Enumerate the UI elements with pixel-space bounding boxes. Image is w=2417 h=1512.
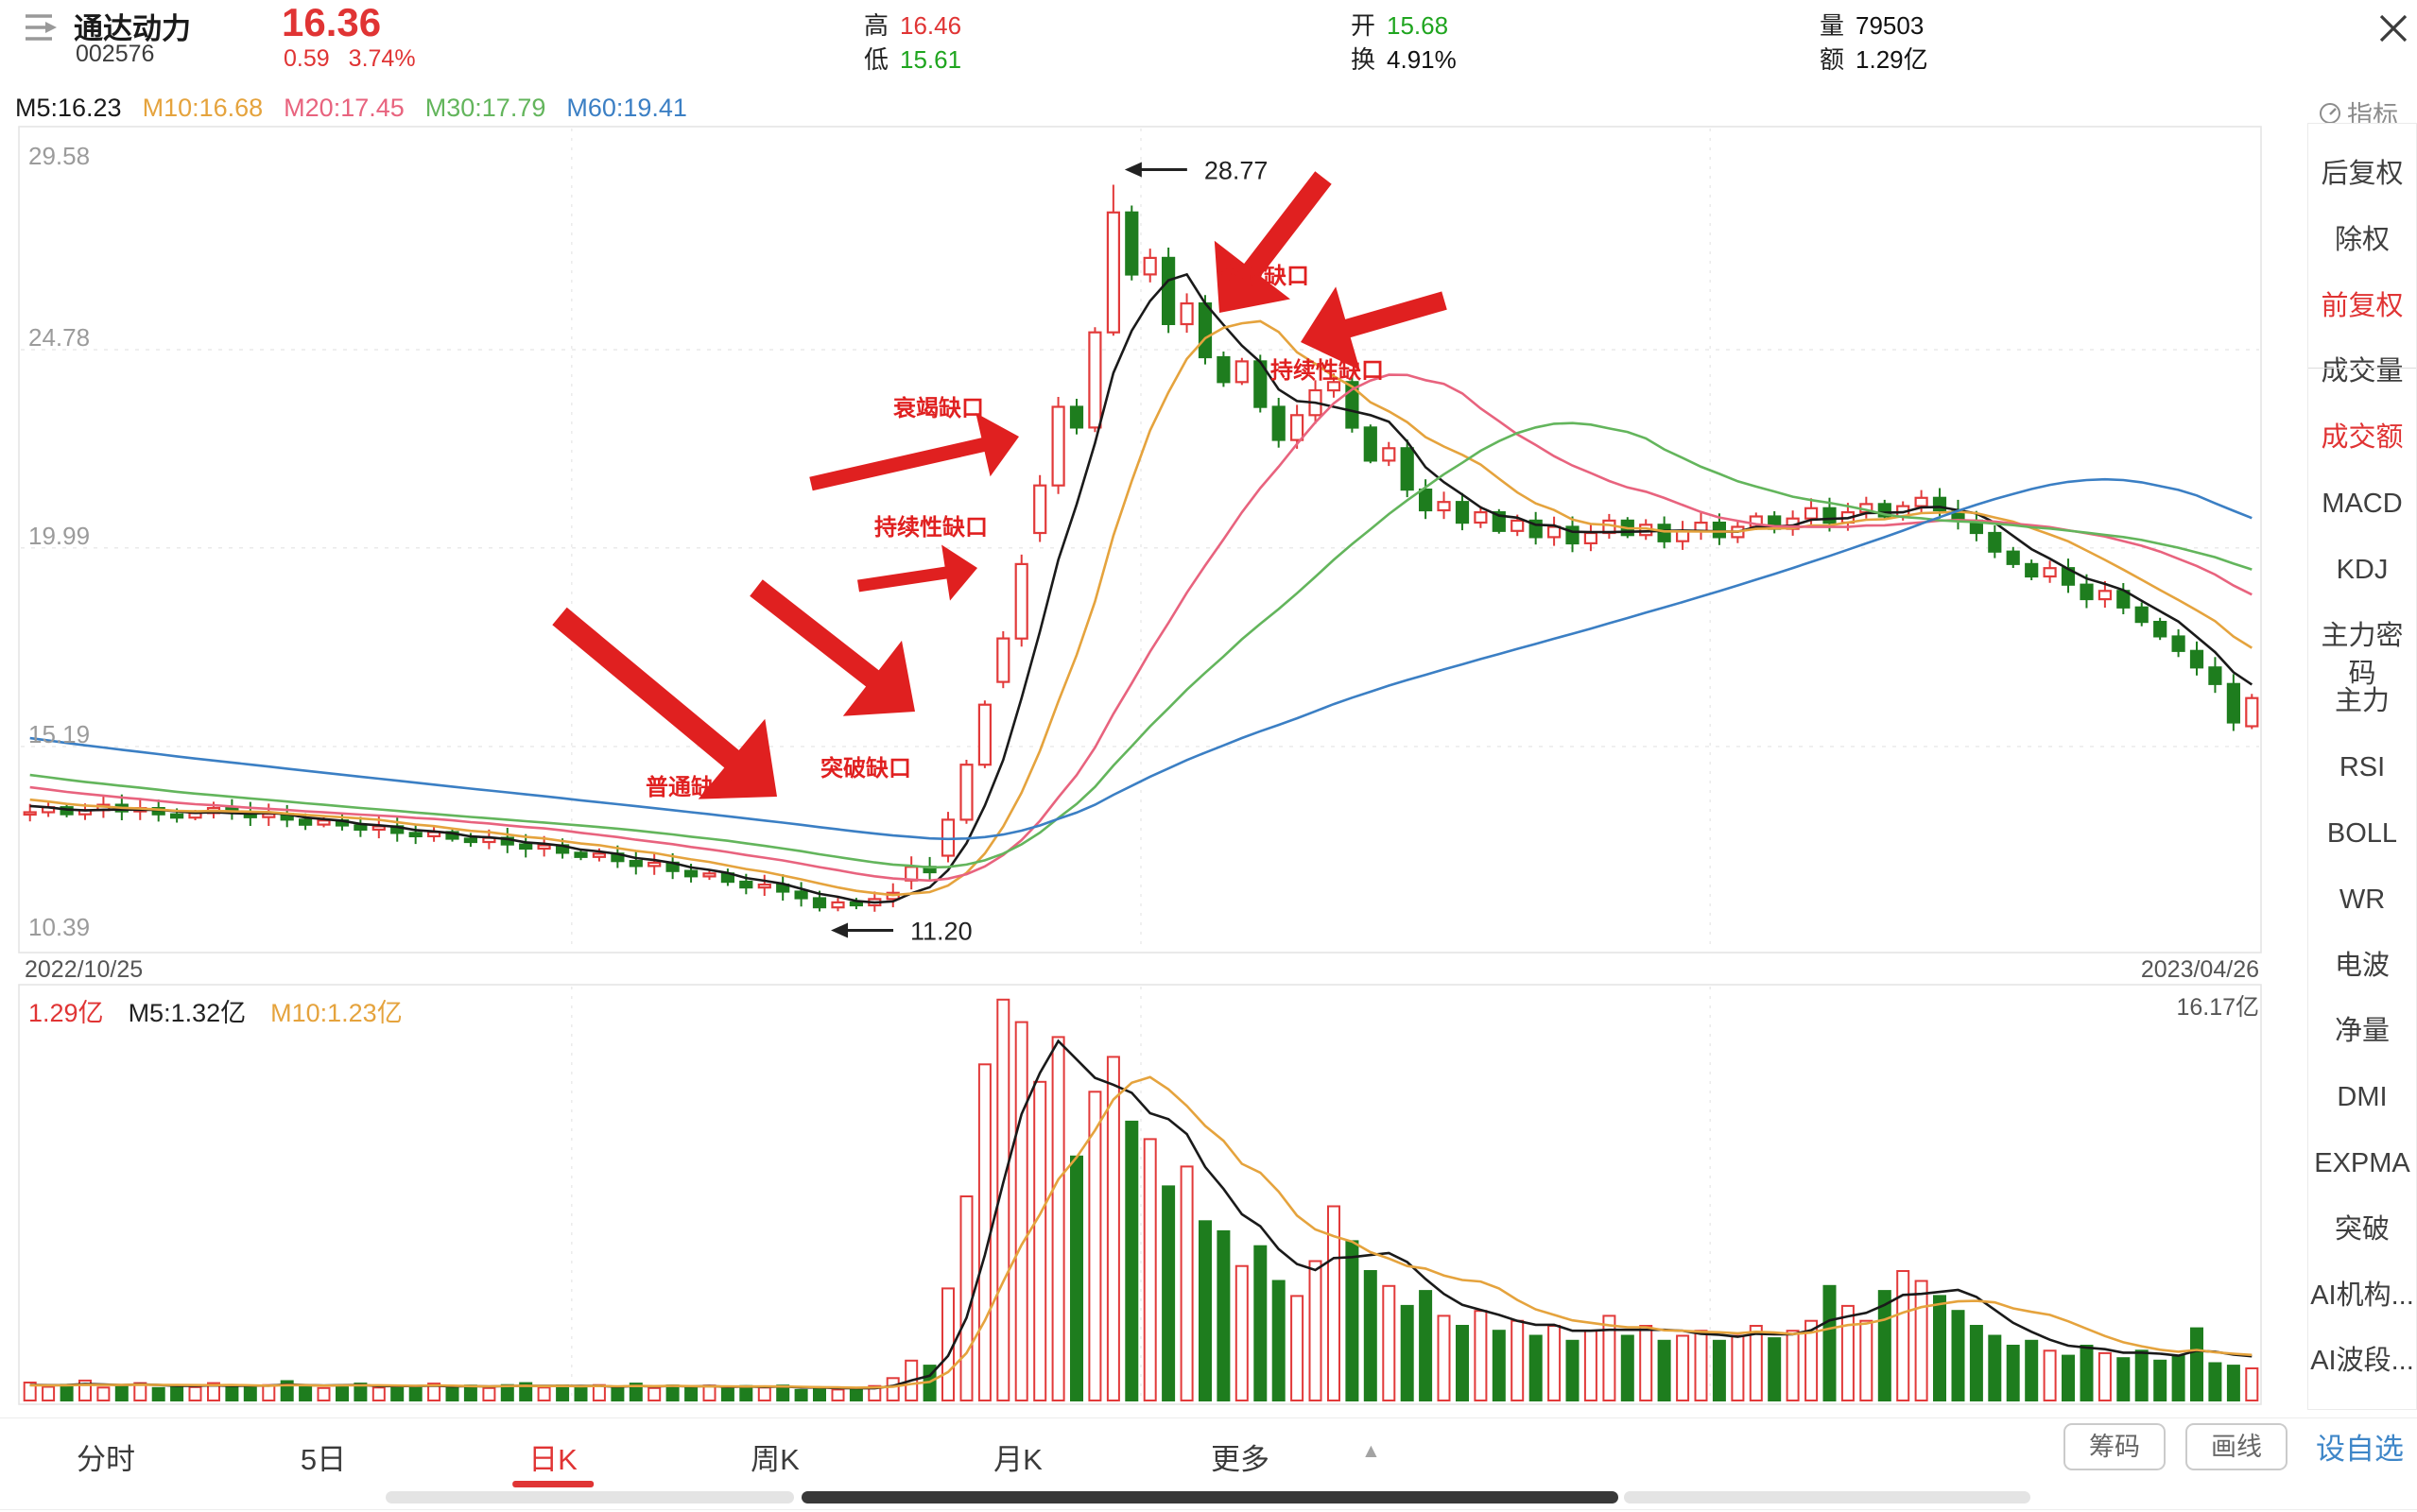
- stock-code: 002576: [76, 41, 155, 67]
- sidebar-item-AI机构...[interactable]: AI机构...: [2310, 1280, 2414, 1311]
- ma-label-4: M60:19.41: [566, 94, 687, 122]
- add-watchlist-button[interactable]: 设自选: [2316, 1433, 2404, 1466]
- volume-legend-2: M10:1.23亿: [270, 999, 403, 1027]
- scrollbar-thumb[interactable]: [802, 1491, 1618, 1503]
- scrollbar-track-left[interactable]: [386, 1491, 794, 1503]
- y-axis-tick: 29.58: [28, 142, 91, 170]
- price-change: 0.59: [284, 45, 330, 72]
- svg-text:普通缺口: 普通缺口: [646, 774, 736, 800]
- svg-text:28.77: 28.77: [1204, 156, 1269, 184]
- price-change-pct: 3.74%: [348, 45, 416, 72]
- sidebar-item-成交量[interactable]: 成交量: [2321, 356, 2404, 387]
- sidebar-item-DMI[interactable]: DMI: [2337, 1082, 2388, 1113]
- svg-text:衰竭缺口: 衰竭缺口: [892, 395, 984, 421]
- stat-amount: 额 1.29亿: [1820, 45, 1928, 74]
- y-axis-tick: 24.78: [28, 323, 91, 352]
- volume-legend-1: M5:1.32亿: [128, 999, 247, 1027]
- date-start: 2022/10/25: [25, 956, 144, 983]
- svg-text:持续性缺口: 持续性缺口: [1270, 357, 1384, 384]
- tab-分时[interactable]: 分时: [77, 1443, 135, 1476]
- sidebar-item-AI波段...[interactable]: AI波段...: [2310, 1346, 2414, 1377]
- active-tab-underline: [512, 1481, 594, 1487]
- indicator-panel: 后复权除权前复权成交量成交额 MACD KDJ 主力密码 主力 RSI BOLL WR 电波净量…: [2307, 123, 2417, 1410]
- draw-line-button[interactable]: 画线: [2185, 1423, 2288, 1470]
- volume-legend-0: 1.29亿: [28, 999, 104, 1027]
- ma-legend: M5:16.23 M10:16.68 M20:17.45 M30:17.79 M60:1…: [15, 94, 708, 123]
- sidebar-item-主力密码[interactable]: 主力密码: [2321, 620, 2404, 689]
- svg-text:持续性缺口: 持续性缺口: [874, 514, 988, 541]
- price-change-row: 0.59 3.74%: [284, 45, 435, 73]
- stat-high: 高 16.46: [864, 11, 962, 40]
- sidebar-item-MACD[interactable]: MACD: [2322, 489, 2403, 519]
- sidebar-item-突破[interactable]: 突破: [2334, 1213, 2390, 1245]
- tab-日K[interactable]: 日K: [512, 1435, 594, 1487]
- sidebar-item-净量[interactable]: 净量: [2334, 1016, 2390, 1047]
- scrollbar-track-right[interactable]: [1624, 1491, 2030, 1503]
- svg-text:突破缺口: 突破缺口: [1218, 263, 1309, 289]
- volume-legend: 1.29亿 M5:1.32亿 M10:1.23亿: [28, 992, 427, 1029]
- sidebar-item-前复权[interactable]: 前复权: [2321, 290, 2404, 321]
- period-tabs: 分时 5日 日K 周K 月K 更多: [0, 1418, 2417, 1496]
- volume-axis-max: 16.17亿: [2176, 994, 2259, 1021]
- sidebar-item-BOLL[interactable]: BOLL: [2326, 818, 2398, 849]
- sidebar-item-电波[interactable]: 电波: [2334, 950, 2390, 981]
- y-axis-tick: 15.19: [28, 720, 91, 748]
- ma-label-1: M10:16.68: [142, 94, 264, 122]
- svg-text:11.20: 11.20: [910, 918, 973, 946]
- tab-更多[interactable]: 更多: [1211, 1443, 1269, 1476]
- sidebar-item-WR[interactable]: WR: [2339, 884, 2386, 915]
- bottom-hairline: [0, 1509, 2417, 1510]
- tab-5日[interactable]: 5日: [300, 1443, 347, 1476]
- sidebar-item-后复权[interactable]: 后复权: [2321, 159, 2404, 189]
- stat-turnover: 换 4.91%: [1351, 45, 1457, 74]
- ma-label-0: M5:16.23: [15, 94, 122, 122]
- sidebar-item-除权[interactable]: 除权: [2334, 224, 2390, 255]
- sidebar-item-主力[interactable]: 主力: [2334, 686, 2390, 717]
- sidebar-item-KDJ[interactable]: KDJ: [2336, 554, 2389, 585]
- y-axis-tick: 10.39: [28, 913, 91, 941]
- collapse-triangle-icon[interactable]: ▲: [1361, 1440, 1381, 1462]
- sidebar-item-成交额[interactable]: 成交额: [2321, 422, 2404, 454]
- stat-volume: 量 79503: [1820, 11, 1925, 40]
- last-price: 16.36: [282, 0, 382, 44]
- date-end: 2023/04/26: [2140, 956, 2259, 983]
- gauge-icon: [2320, 102, 2340, 124]
- sidebar-item-EXPMA[interactable]: EXPMA: [2314, 1148, 2410, 1178]
- tab-月K[interactable]: 月K: [993, 1443, 1043, 1476]
- close-icon[interactable]: [2374, 9, 2412, 47]
- stock-name: 通达动力: [74, 12, 191, 45]
- chips-button[interactable]: 筹码: [2063, 1423, 2166, 1470]
- y-axis-tick: 19.99: [28, 522, 91, 550]
- back-menu-icon[interactable]: [23, 8, 60, 45]
- svg-text:突破缺口: 突破缺口: [820, 755, 911, 782]
- ma-label-2: M20:17.45: [284, 94, 405, 122]
- stat-open: 开 15.68: [1351, 11, 1449, 40]
- indicator-divider: [2308, 368, 2416, 369]
- tab-周K[interactable]: 周K: [751, 1443, 800, 1476]
- stat-low: 低 15.61: [864, 45, 962, 74]
- ma-label-3: M30:17.79: [424, 94, 546, 122]
- sidebar-item-RSI[interactable]: RSI: [2339, 752, 2386, 783]
